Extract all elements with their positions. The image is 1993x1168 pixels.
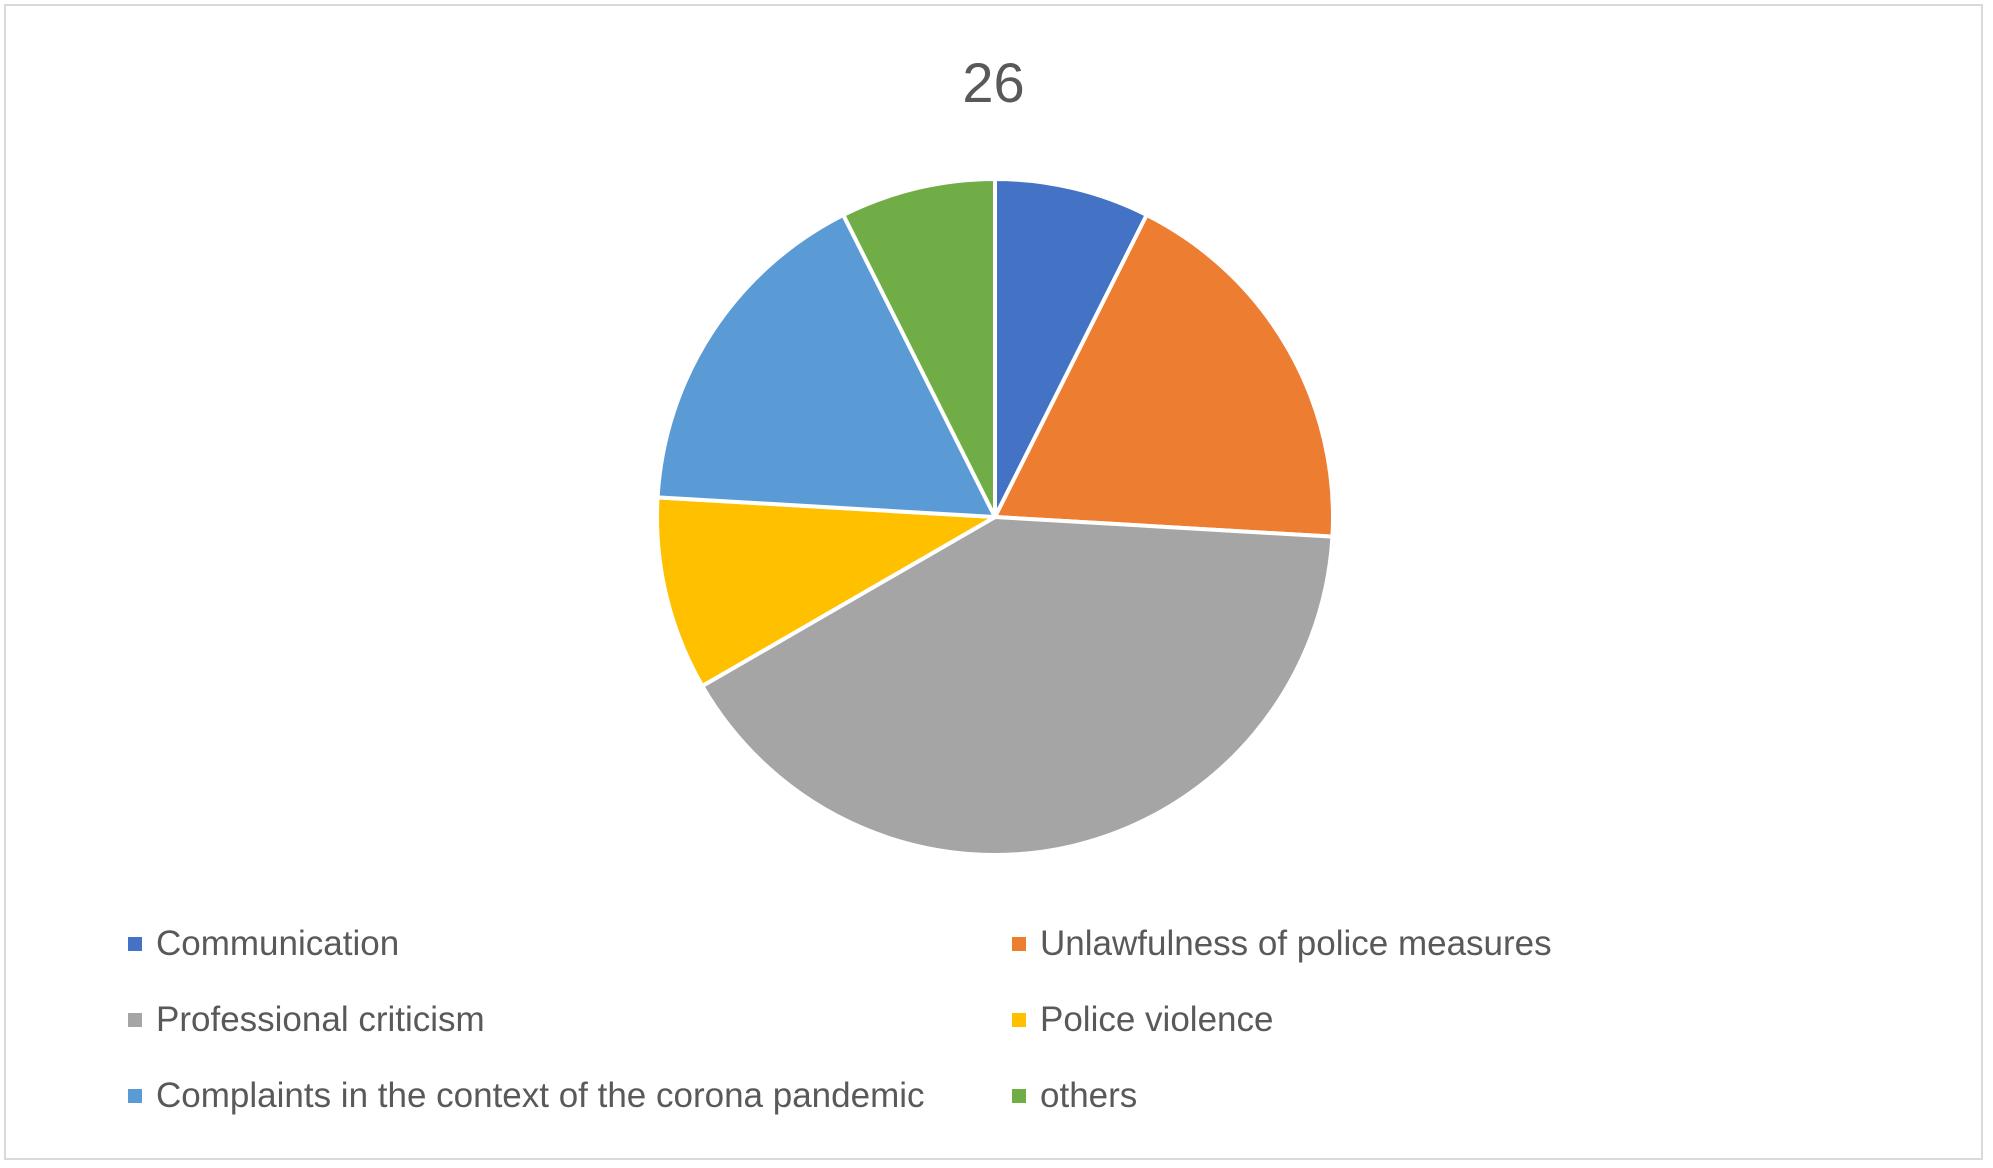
pie-slice-others (841, 177, 997, 519)
pie-slice-corona-complaints (655, 212, 997, 519)
pie-slice-professional-criticism (700, 515, 1335, 857)
pie-slice-communication (993, 177, 1149, 519)
chart-frame: 26 Communication Unlawfulness of police … (4, 4, 1983, 1160)
chart-title: 26 (962, 51, 1025, 114)
pie-slice-police-violence (655, 495, 997, 688)
pie-chart (655, 177, 1335, 857)
pie-slice-unlawfulness (993, 212, 1335, 539)
